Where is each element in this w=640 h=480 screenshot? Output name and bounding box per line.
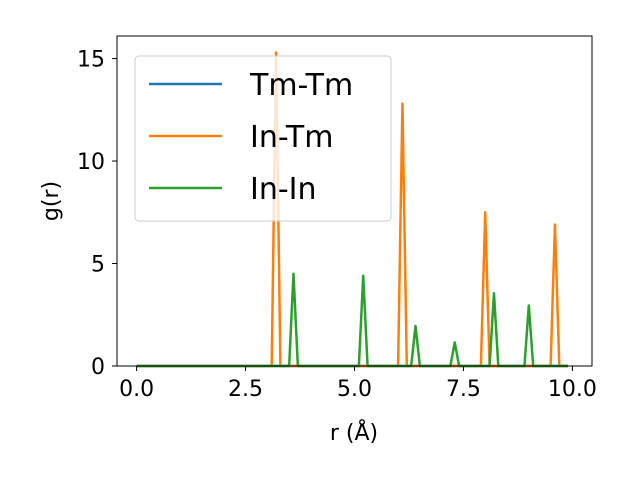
y-tick-label: 0 — [91, 355, 105, 380]
legend-box — [134, 55, 392, 222]
legend-label: In-In — [250, 172, 317, 207]
x-tick-label: 0.0 — [119, 377, 154, 402]
x-tick-label: 2.5 — [228, 377, 263, 402]
x-axis-label: r (Å) — [330, 419, 378, 446]
x-axis-ticks: 0.0 2.5 5.0 7.5 10.0 — [119, 366, 597, 402]
y-axis-ticks: 0 5 10 15 — [77, 48, 117, 380]
legend: Tm-Tm In-Tm In-In — [134, 55, 392, 222]
legend-label: In-Tm — [250, 120, 333, 155]
y-axis-label: g(r) — [39, 181, 64, 221]
series-line-2 — [136, 272, 569, 368]
y-tick-label: 15 — [77, 48, 105, 73]
x-tick-label: 5.0 — [337, 377, 372, 402]
y-tick-label: 10 — [77, 150, 105, 175]
x-tick-label: 7.5 — [446, 377, 481, 402]
y-tick-label: 5 — [91, 253, 105, 278]
legend-label: Tm-Tm — [249, 68, 353, 103]
x-tick-label: 10.0 — [548, 377, 597, 402]
